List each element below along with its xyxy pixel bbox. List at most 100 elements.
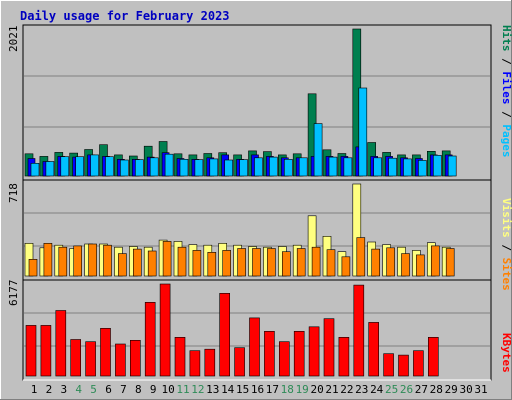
x-tick-label: 30 — [459, 383, 472, 396]
x-tick-label: 4 — [75, 383, 82, 396]
bar-sites — [103, 244, 112, 277]
bar-pages — [120, 159, 129, 177]
bar-sites — [162, 241, 172, 277]
x-tick-label: 17 — [266, 383, 279, 396]
bar-kbytes — [353, 284, 365, 377]
bar-pages — [135, 159, 144, 177]
x-tick-label: 23 — [355, 383, 368, 396]
x-tick-label: 11 — [176, 383, 189, 396]
legend-hits-files-pages: Hits / Files / Pages — [500, 25, 512, 158]
bar-kbytes — [368, 322, 380, 377]
bar-sites — [192, 250, 202, 277]
bar-pages — [283, 159, 293, 177]
x-tick-label: 8 — [135, 383, 142, 396]
x-tick-label: 16 — [251, 383, 264, 396]
legend-kbytes: KBytes — [500, 333, 512, 373]
bar-kbytes — [85, 341, 96, 377]
x-tick-label: 28 — [430, 383, 443, 396]
bar-sites — [43, 243, 53, 277]
x-tick-label: 9 — [150, 383, 157, 396]
bar-pages — [373, 157, 383, 177]
legend-files: Files — [500, 71, 512, 104]
x-tick-label: 14 — [221, 383, 235, 396]
x-tick-label: 15 — [236, 383, 249, 396]
bar-pages — [313, 123, 323, 177]
bar-sites — [58, 246, 68, 277]
x-tick-label: 10 — [161, 383, 174, 396]
y-max-label-visits: 718 — [7, 183, 20, 203]
bar-kbytes — [323, 318, 335, 377]
bar-sites — [222, 250, 231, 277]
bar-pages — [194, 159, 204, 177]
bar-pages — [239, 159, 248, 177]
bar-sites — [207, 252, 217, 277]
bar-sites — [252, 248, 261, 277]
bar-pages — [403, 158, 412, 177]
x-tick-label: 20 — [310, 383, 323, 396]
bar-sites — [326, 249, 336, 277]
x-tick-label: 2 — [46, 383, 53, 396]
bar-kbytes — [413, 350, 424, 377]
bar-sites — [341, 256, 351, 277]
bar-pages — [358, 87, 368, 177]
x-tick-label: 24 — [370, 383, 384, 396]
bar-sites — [267, 248, 276, 277]
bar-pages — [105, 156, 114, 177]
bar-sites — [386, 247, 395, 277]
legend-visits-sites: Visits / Sites — [500, 198, 512, 291]
y-max-label-kbytes: 6177 — [7, 280, 20, 307]
x-tick-label: 1 — [31, 383, 38, 396]
bar-pages — [343, 157, 353, 177]
bar-kbytes — [427, 336, 439, 377]
bar-sites — [401, 253, 410, 277]
x-tick-label: 18 — [281, 383, 294, 396]
bar-kbytes — [130, 339, 141, 377]
bar-sites — [445, 248, 455, 277]
bar-pages — [179, 159, 189, 177]
bar-kbytes — [159, 283, 171, 377]
bar-kbytes — [264, 330, 275, 377]
bar-sites — [371, 248, 381, 277]
bar-pages — [60, 156, 70, 177]
bar-kbytes — [219, 292, 230, 377]
x-tick-label: 12 — [191, 383, 204, 396]
x-tick-label: 21 — [325, 383, 338, 396]
x-tick-label: 25 — [385, 383, 398, 396]
bar-pages — [209, 158, 219, 177]
x-tick-label: 3 — [60, 383, 67, 396]
bar-pages — [418, 160, 427, 177]
bar-sites — [28, 258, 38, 277]
bars-kbytes — [25, 283, 439, 377]
bar-sites — [281, 251, 291, 277]
x-tick-label: 31 — [474, 383, 487, 396]
bar-pages — [328, 156, 338, 177]
legend-sites: Sites — [500, 258, 512, 291]
x-tick-label: 7 — [120, 383, 127, 396]
chart-title: Daily usage for February 2023 — [20, 9, 230, 23]
bar-pages — [149, 157, 159, 177]
bar-pages — [75, 156, 84, 177]
bar-kbytes — [308, 326, 320, 377]
bar-pages — [388, 157, 397, 177]
x-tick-label: 27 — [415, 383, 428, 396]
bar-pages — [30, 163, 40, 177]
bar-kbytes — [398, 354, 409, 377]
bar-kbytes — [338, 336, 350, 377]
x-tick-label: 19 — [296, 383, 309, 396]
bar-sites — [311, 246, 321, 277]
bar-sites — [237, 248, 246, 277]
bar-pages — [269, 156, 278, 177]
x-tick-label: 5 — [90, 383, 97, 396]
bar-sites — [430, 245, 440, 277]
bar-sites — [296, 248, 306, 277]
x-tick-label: 6 — [105, 383, 112, 396]
bar-kbytes — [40, 325, 52, 377]
x-tick-label: 29 — [445, 383, 458, 396]
x-tick-label: 26 — [400, 383, 413, 396]
bar-sites — [88, 243, 97, 277]
bar-sites — [133, 248, 142, 277]
x-tick-label: 13 — [206, 383, 219, 396]
bar-kbytes — [115, 343, 126, 377]
